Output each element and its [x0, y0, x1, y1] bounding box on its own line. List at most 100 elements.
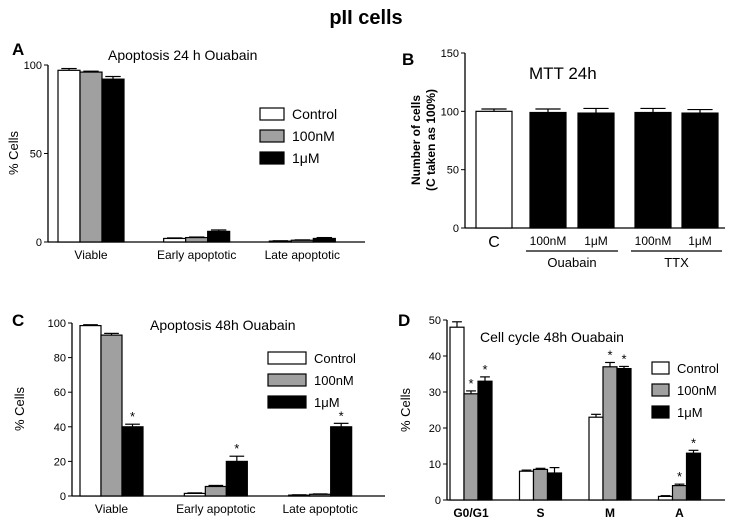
- chart-a-bar: [163, 237, 187, 243]
- chart-a-x-tick-label: Early apoptotic: [157, 248, 236, 262]
- chart-d-plot: 0 10 20 30 40 50 * * G0/G1 S * * M * * A Control 100nM 1μM: [429, 315, 725, 520]
- chart-b-x-tick-label: 100nM: [635, 234, 672, 248]
- chart-d-significance-mark: *: [621, 351, 626, 366]
- chart-d-bar: [449, 326, 465, 501]
- chart-c-bar: [121, 426, 144, 497]
- chart-c-x-tick-label: Viable: [95, 502, 128, 516]
- chart-d-bar: [477, 380, 493, 501]
- chart-a-bar: [312, 237, 336, 243]
- chart-d-significance-mark: *: [468, 376, 473, 391]
- chart-d-bar: [588, 416, 604, 501]
- chart-b-x-tick-label: 1μM: [688, 234, 712, 248]
- chart-b-y-tick-label: 100: [441, 106, 459, 118]
- chart-d-x-tick-label: S: [536, 506, 544, 520]
- chart-b-y-tick-label: 50: [447, 165, 459, 177]
- chart-d-x-tick-label: A: [675, 506, 684, 520]
- chart-a-bar: [101, 78, 125, 243]
- chart-b-plot: 0 50 100 150 C 100nM 1μM 100nM 1μM Ouabain TTX: [441, 48, 725, 270]
- chart-a-y-tick-label: 0: [36, 237, 42, 249]
- chart-d-bar: [685, 452, 702, 501]
- chart-b-bar: [681, 112, 719, 229]
- chart-a-y-tick-label: 100: [24, 60, 42, 72]
- chart-c-bar: [204, 485, 227, 497]
- chart-d-y-tick-label: 0: [435, 495, 441, 507]
- panel-label-a: A: [12, 40, 24, 59]
- chart-b-group-label: Ouabain: [547, 255, 596, 270]
- chart-a-legend-swatch: [259, 151, 285, 165]
- chart-b-y-tick-label: 0: [453, 223, 459, 235]
- chart-a-plot: 0 50 100 Viable Early apoptotic Late apoptoti…: [24, 60, 365, 262]
- chart-b-x-tick-label: 1μM: [584, 234, 608, 248]
- chart-a-legend-swatch: [259, 107, 285, 121]
- chart-c-y-tick-label: 0: [60, 491, 66, 503]
- chart-b-bar: [475, 110, 513, 229]
- chart-d-y-tick-label: 30: [429, 387, 441, 399]
- chart-a-ylabel: % Cells: [6, 130, 21, 175]
- chart-d-legend-swatch: [651, 405, 670, 419]
- chart-a-bar: [185, 236, 209, 243]
- chart-d-bar: [657, 495, 674, 501]
- chart-d-title: Cell cycle 48h Ouabain: [480, 329, 624, 345]
- chart-b-y-tick-label: 150: [441, 48, 459, 60]
- chart-d-significance-mark: *: [482, 362, 487, 377]
- chart-d-bar: [616, 368, 632, 501]
- chart-d-legend-swatch: [651, 361, 670, 375]
- chart-c-plot: 0 20 40 60 80 100 * Viable * Early apoptotic * Late…: [48, 318, 385, 516]
- chart-d-legend-swatch: [651, 383, 670, 397]
- chart-d-y-tick-label: 10: [429, 459, 441, 471]
- chart-d-y-tick-label: 50: [429, 315, 441, 327]
- chart-d-y-tick-label: 20: [429, 423, 441, 435]
- panel-label-b: B: [402, 50, 414, 69]
- chart-d-bar: [602, 366, 618, 501]
- chart-b-bar: [634, 111, 672, 229]
- chart-d-significance-mark: *: [691, 435, 696, 450]
- chart-c-bar: [309, 493, 332, 497]
- chart-c-y-tick-label: 20: [54, 456, 66, 468]
- chart-a-y-tick-label: 50: [30, 149, 42, 161]
- chart-d-bar: [463, 393, 479, 501]
- chart-a-legend-swatch: [259, 129, 285, 143]
- chart-c-y-tick-label: 80: [54, 353, 66, 365]
- chart-c-significance-mark: *: [339, 408, 344, 423]
- chart-b-x-tick-label: 100nM: [530, 234, 567, 248]
- chart-d-significance-mark: *: [677, 469, 682, 484]
- chart-c-x-tick-label: Early apoptotic: [176, 502, 255, 516]
- chart-c-bar: [330, 426, 353, 497]
- chart-b-ylabel-line: (C taken as 100%): [424, 89, 438, 191]
- chart-d-legend-label: 100nM: [677, 383, 717, 398]
- chart-b-ylabel-line: Number of cells: [409, 95, 423, 185]
- chart-c-x-tick-label: Late apoptotic: [282, 502, 357, 516]
- chart-c-bar: [183, 492, 206, 497]
- chart-b-x-tick-label: C: [488, 234, 500, 251]
- chart-c-legend-label: 100nM: [314, 373, 354, 388]
- chart-c-title: Apoptosis 48h Ouabain: [150, 317, 296, 333]
- chart-d-bar: [518, 470, 535, 501]
- chart-c-significance-mark: *: [130, 409, 135, 424]
- chart-a-x-tick-label: Late apoptotic: [265, 248, 340, 262]
- chart-c-y-tick-label: 60: [54, 387, 66, 399]
- chart-c-legend-swatch: [267, 351, 307, 365]
- chart-a-bar: [79, 71, 103, 243]
- chart-c-significance-mark: *: [234, 441, 239, 456]
- chart-b-bar: [577, 112, 615, 229]
- chart-b-ylabel: Number of cells(C taken as 100%): [409, 89, 438, 191]
- chart-c-y-tick-label: 100: [48, 318, 66, 330]
- chart-a-bar: [207, 230, 231, 243]
- chart-c-ylabel: % Cells: [12, 386, 27, 431]
- chart-a-legend-label: Control: [292, 106, 337, 122]
- chart-b-bar: [529, 111, 567, 229]
- chart-a-legend-label: 1μM: [292, 150, 320, 166]
- chart-b-title: MTT 24h: [529, 64, 597, 83]
- chart-a-x-tick-label: Viable: [74, 248, 107, 262]
- chart-d-legend-label: 1μM: [677, 405, 703, 420]
- chart-d-legend-label: Control: [677, 361, 719, 376]
- chart-a-bar: [57, 69, 81, 243]
- chart-d-x-tick-label: M: [605, 506, 615, 520]
- chart-d-significance-mark: *: [607, 347, 612, 362]
- chart-d-x-tick-label: G0/G1: [453, 506, 489, 520]
- chart-b-group-label: TTX: [664, 255, 689, 270]
- chart-c-bar: [225, 460, 248, 497]
- chart-a-title: Apoptosis 24 h Ouabain: [108, 47, 257, 63]
- figure-title: pII cells: [329, 7, 402, 29]
